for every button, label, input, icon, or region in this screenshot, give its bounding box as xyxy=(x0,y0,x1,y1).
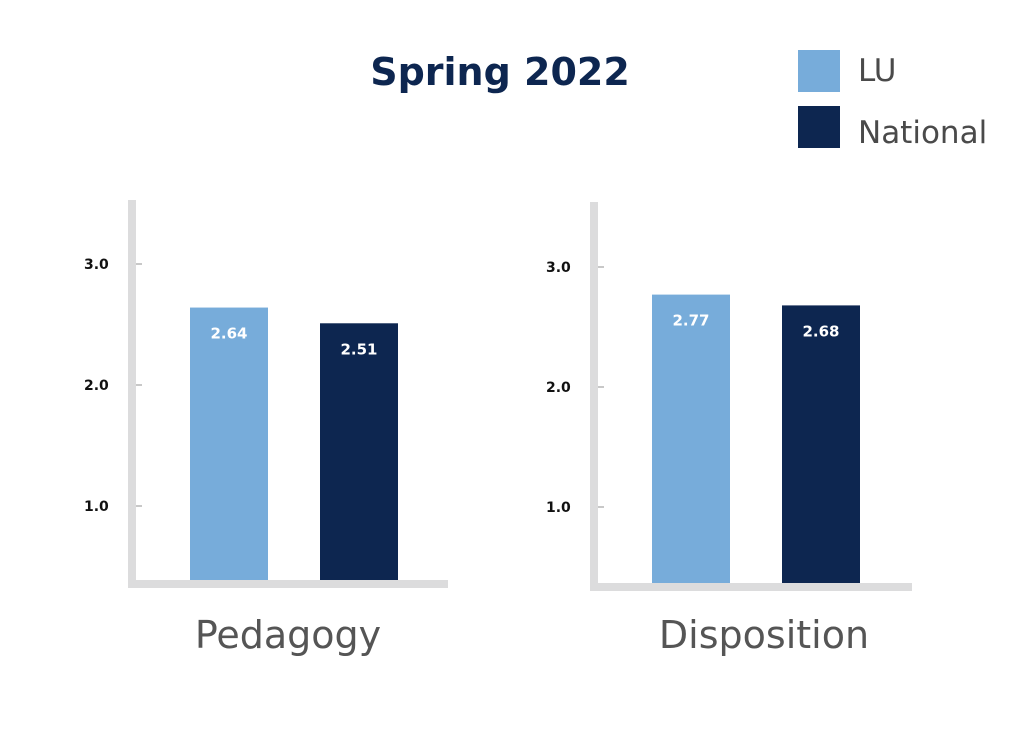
legend-swatch-lu xyxy=(798,50,840,92)
panel-1-y-tick-label: 3.0 xyxy=(84,257,109,273)
panel-2-y-tick-label: 1.0 xyxy=(546,500,571,516)
panel-1-data-label: 2.51 xyxy=(340,340,377,358)
panel-1-x-label: Pedagogy xyxy=(195,613,381,657)
panel-2-y-tick-label: 2.0 xyxy=(546,380,571,396)
panel-2-y-tick-label: 3.0 xyxy=(546,260,571,276)
panel-1-data-label: 2.64 xyxy=(210,325,247,343)
panel-2-bar-lu xyxy=(652,294,730,583)
chart-title: Spring 2022 xyxy=(370,50,630,94)
panel-2-data-label: 2.77 xyxy=(672,312,709,330)
legend-swatch-national xyxy=(798,106,840,148)
panel-1-bar-lu xyxy=(190,307,268,580)
legend-item-national: National xyxy=(798,106,998,151)
panel-2-data-label: 2.68 xyxy=(802,322,839,340)
panel-2-x-label: Disposition xyxy=(659,613,869,657)
legend-label-national: National xyxy=(858,115,988,151)
panel-1-bar-national xyxy=(320,323,398,580)
panel-1-y-tick-label: 2.0 xyxy=(84,378,109,394)
panel-2-bar-national xyxy=(782,305,860,583)
legend-item-lu: LU xyxy=(798,50,998,94)
legend-label-lu: LU xyxy=(858,53,897,89)
panel-1-y-tick-label: 1.0 xyxy=(84,499,109,515)
